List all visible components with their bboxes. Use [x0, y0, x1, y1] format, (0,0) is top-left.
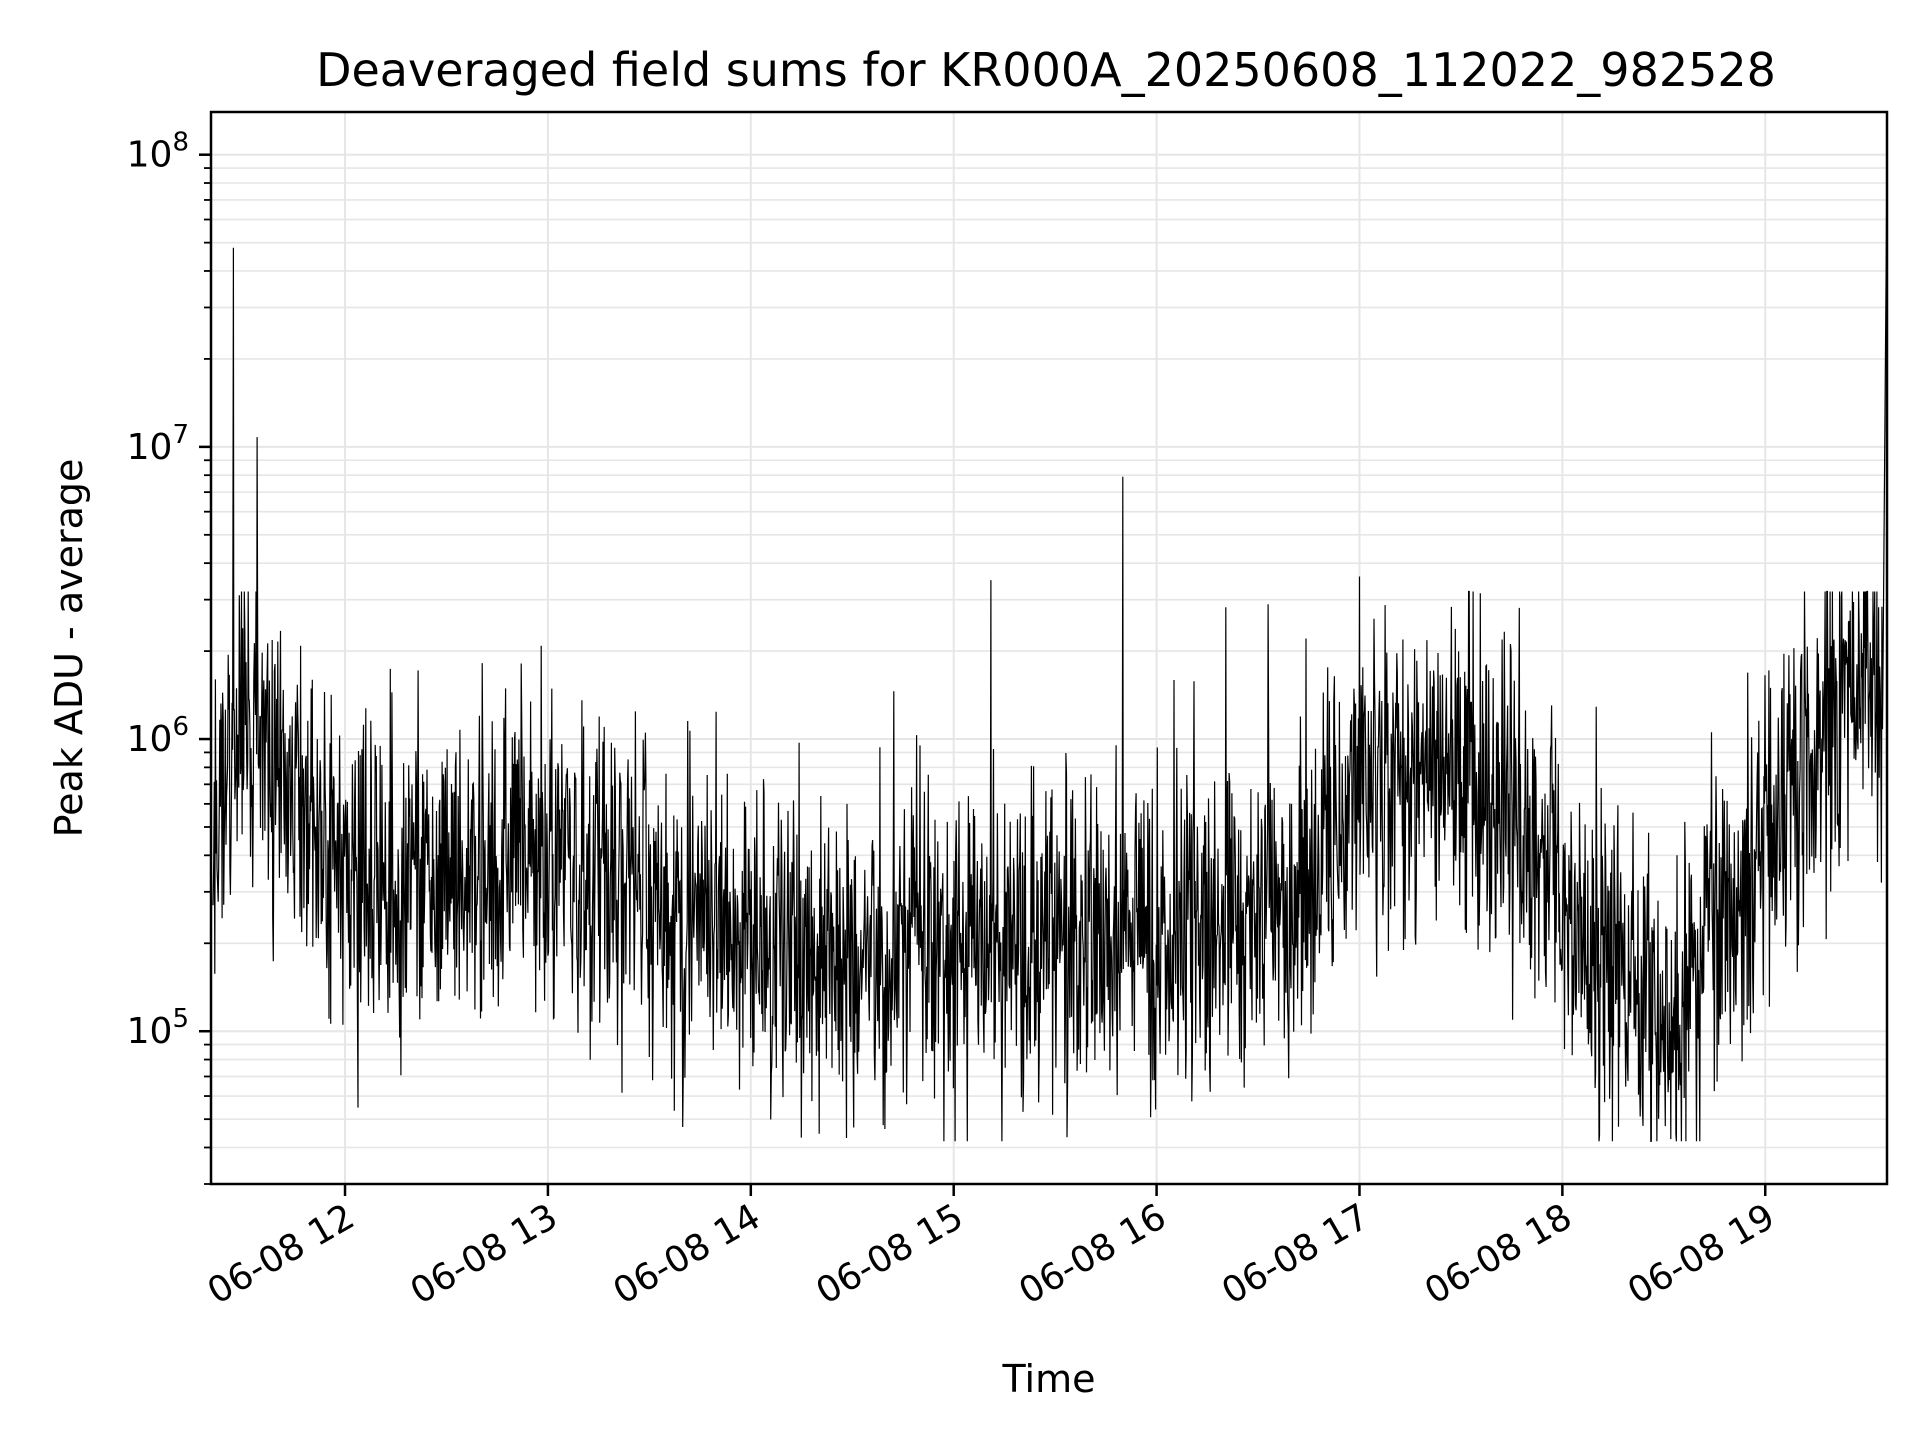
x-tick-label: 06-08 16 [1012, 1196, 1173, 1312]
x-tick-label: 06-08 14 [607, 1196, 768, 1312]
y-axis: 105 106 107 108 [127, 128, 211, 1185]
x-tick-label: 06-08 18 [1418, 1196, 1579, 1312]
y-tick-label: 105 [127, 1004, 189, 1052]
x-tick-label: 06-08 19 [1621, 1196, 1782, 1312]
x-tick-label: 06-08 12 [201, 1196, 362, 1312]
x-tick-label: 06-08 17 [1215, 1196, 1376, 1312]
x-axis: 06-08 12 06-08 13 06-08 14 06-08 15 06-08 16… [201, 1184, 1782, 1313]
series-line-layer [212, 157, 1888, 1142]
y-tick-label: 106 [127, 712, 189, 760]
y-tick-label: 107 [127, 420, 189, 468]
y-tick-label: 108 [127, 128, 189, 176]
chart-title: Deaveraged field sums for KR000A_2025060… [316, 43, 1776, 97]
series-line [212, 157, 1888, 1142]
plot-frame [209, 110, 1889, 1186]
y-axis-title: Peak ADU - average [47, 459, 91, 838]
x-tick-label: 06-08 13 [404, 1196, 565, 1312]
x-axis-title: Time [1002, 1357, 1096, 1401]
x-tick-label: 06-08 15 [810, 1196, 971, 1312]
